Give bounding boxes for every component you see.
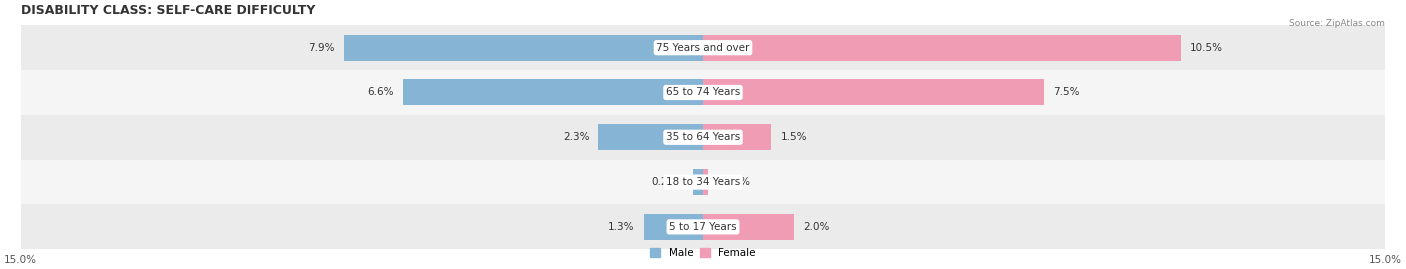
Text: DISABILITY CLASS: SELF-CARE DIFFICULTY: DISABILITY CLASS: SELF-CARE DIFFICULTY [21, 4, 315, 17]
Bar [21, 25, 1385, 70]
Bar [21, 204, 1385, 249]
Text: Source: ZipAtlas.com: Source: ZipAtlas.com [1289, 19, 1385, 28]
Text: 10.5%: 10.5% [1189, 43, 1223, 53]
Bar [599, 124, 703, 150]
Text: 0.21%: 0.21% [651, 177, 685, 187]
Bar [693, 169, 703, 195]
Text: 35 to 64 Years: 35 to 64 Years [666, 132, 740, 142]
Bar [644, 214, 703, 240]
Text: 6.6%: 6.6% [367, 87, 394, 97]
Bar [21, 160, 1385, 204]
Bar [703, 124, 772, 150]
Text: 1.3%: 1.3% [609, 222, 634, 232]
Text: 7.5%: 7.5% [1053, 87, 1080, 97]
Text: 0.11%: 0.11% [717, 177, 751, 187]
Bar [703, 35, 1181, 61]
Text: 75 Years and over: 75 Years and over [657, 43, 749, 53]
Text: 2.0%: 2.0% [803, 222, 830, 232]
Bar [703, 169, 709, 195]
Bar [703, 79, 1045, 105]
Bar [343, 35, 703, 61]
Bar [703, 214, 794, 240]
Legend: Male, Female: Male, Female [645, 244, 761, 262]
Bar [21, 70, 1385, 115]
Text: 2.3%: 2.3% [562, 132, 589, 142]
Text: 65 to 74 Years: 65 to 74 Years [666, 87, 740, 97]
Text: 1.5%: 1.5% [780, 132, 807, 142]
Text: 7.9%: 7.9% [308, 43, 335, 53]
Text: 18 to 34 Years: 18 to 34 Years [666, 177, 740, 187]
Text: 5 to 17 Years: 5 to 17 Years [669, 222, 737, 232]
Bar [402, 79, 703, 105]
Bar [21, 115, 1385, 160]
